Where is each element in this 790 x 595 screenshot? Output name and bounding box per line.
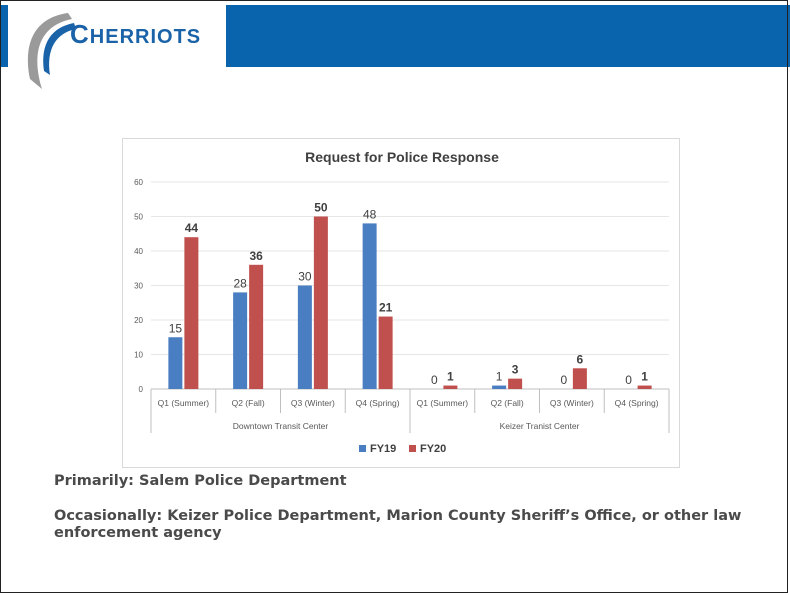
legend-swatch-fy20 [409,445,416,452]
bar-fy19 [362,223,377,389]
bar-fy20 [249,264,264,389]
x-tick-label: Q1 (Summer) [417,398,469,408]
data-label: 21 [379,301,393,315]
y-tick-label: 30 [134,282,143,291]
bar-fy20 [637,385,652,389]
chart: Request for Police Response 0 10 20 30 40 50 6… [122,138,680,468]
occasionally-text: Occasionally: Keizer Police Department, … [54,508,742,541]
y-tick-label: 60 [134,178,143,187]
data-label: 44 [185,221,199,235]
data-label: 0 [625,373,632,387]
data-label: 48 [363,207,377,221]
y-tick-label: 0 [139,385,144,394]
bar-fy19 [297,285,312,389]
x-tick-label: Q3 (Winter) [550,398,594,408]
data-label: 3 [512,363,519,377]
y-tick-label: 40 [134,247,143,256]
bar-fy20 [508,378,523,389]
data-label: 1 [496,370,503,384]
data-label: 6 [577,352,584,366]
group-label: Downtown Transit Center [233,421,329,431]
data-label: 1 [641,370,648,384]
x-tick-label: Q2 (Fall) [232,398,265,408]
bar-fy20 [572,368,587,389]
y-tick-label: 20 [134,316,143,325]
logo-text: CHERRIOTS [70,19,202,49]
x-tick-label: Q4 (Spring) [356,398,400,408]
x-tick-label: Q4 (Spring) [615,398,659,408]
y-tick-label: 10 [134,351,143,360]
logo: CHERRIOTS [8,5,226,89]
primarily-text: Primarily: Salem Police Department [54,473,347,489]
data-label: 0 [431,373,438,387]
bar-fy20 [443,385,458,389]
bar-fy20 [184,237,199,389]
legend-swatch-fy19 [359,445,366,452]
swoosh-icon [27,13,76,89]
data-label: 0 [561,373,568,387]
legend-label: FY20 [420,443,446,455]
bar-fy19 [168,337,183,389]
chart-title: Request for Police Response [305,149,499,165]
data-label: 1 [447,370,454,384]
bar-fy20 [313,216,328,389]
y-tick-label: 50 [134,213,143,222]
data-label: 15 [169,321,183,335]
data-label: 28 [233,276,247,290]
data-label: 36 [249,249,263,263]
group-label: Keizer Tranist Center [500,421,580,431]
x-tick-label: Q2 (Fall) [491,398,524,408]
data-label: 30 [298,270,312,284]
bar-fy19 [233,292,248,389]
data-label: 50 [314,201,328,215]
x-tick-label: Q3 (Winter) [291,398,335,408]
bar-fy19 [492,385,507,389]
bar-fy20 [378,316,393,389]
legend-label: FY19 [370,443,396,455]
x-tick-label: Q1 (Summer) [158,398,210,408]
